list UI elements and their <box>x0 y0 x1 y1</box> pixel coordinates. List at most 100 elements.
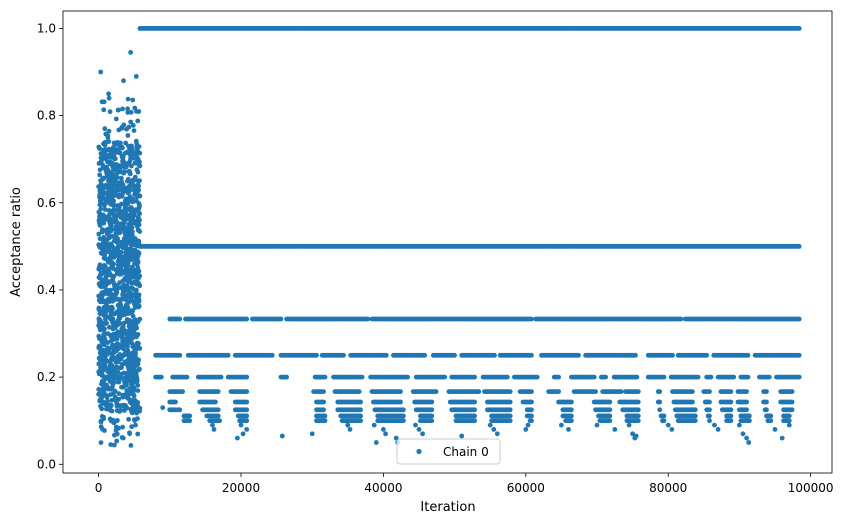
x-tick-label: 100000 <box>788 481 834 495</box>
data-point <box>117 355 123 361</box>
data-point <box>108 316 113 322</box>
data-point <box>128 443 134 448</box>
data-point <box>136 367 142 373</box>
data-point <box>127 386 133 392</box>
data-point <box>103 350 109 356</box>
data-point <box>110 218 116 224</box>
data-point <box>187 413 193 419</box>
data-point <box>635 407 641 413</box>
y-tick-label: 1.0 <box>37 21 56 35</box>
data-point <box>118 163 123 169</box>
data-point <box>112 286 117 291</box>
data-point <box>401 413 406 419</box>
data-point <box>114 348 119 354</box>
data-point <box>704 352 710 358</box>
data-point <box>120 435 126 441</box>
data-point <box>110 209 116 214</box>
data-point <box>126 233 132 238</box>
data-point <box>796 244 802 249</box>
y-tick-label: 0.8 <box>37 109 56 123</box>
data-point <box>137 211 143 217</box>
data-point <box>103 303 109 308</box>
data-point <box>321 389 326 394</box>
data-point <box>106 95 112 101</box>
data-point <box>365 316 371 322</box>
data-point <box>737 422 742 428</box>
data-point <box>97 202 103 208</box>
data-point <box>133 74 139 79</box>
data-point <box>731 374 737 380</box>
data-point <box>125 190 131 196</box>
data-point <box>218 374 224 380</box>
data-point <box>101 99 107 105</box>
data-point <box>115 318 121 323</box>
data-point <box>125 392 131 397</box>
data-point <box>137 283 143 289</box>
data-point <box>177 352 183 358</box>
data-point <box>115 231 120 236</box>
data-point <box>405 374 410 380</box>
data-point <box>472 418 477 424</box>
data-point <box>104 281 110 286</box>
data-point <box>117 298 123 304</box>
data-point <box>322 374 328 380</box>
data-point <box>125 262 130 267</box>
data-point <box>117 260 123 266</box>
data-point <box>96 307 102 312</box>
data-point <box>136 292 142 298</box>
data-point <box>115 418 120 423</box>
data-point <box>371 422 377 428</box>
data-point <box>345 422 351 428</box>
data-point <box>126 159 132 165</box>
data-point <box>728 418 734 424</box>
data-point <box>173 399 178 405</box>
data-point <box>100 163 106 168</box>
data-point <box>225 352 231 358</box>
data-point <box>106 176 112 182</box>
data-point <box>210 422 215 428</box>
data-point <box>314 352 319 358</box>
data-point <box>135 156 141 162</box>
data-point <box>112 234 118 240</box>
data-point <box>728 399 734 405</box>
data-point <box>108 361 114 367</box>
data-point <box>98 403 103 409</box>
data-point <box>96 231 102 237</box>
data-point <box>123 295 128 301</box>
data-point <box>136 204 142 210</box>
data-point <box>130 313 136 319</box>
data-point <box>244 316 250 322</box>
data-point <box>102 314 108 320</box>
data-point <box>117 183 122 188</box>
data-point <box>779 435 785 441</box>
data-point <box>117 192 122 198</box>
data-point <box>657 399 663 405</box>
data-point <box>789 399 795 405</box>
data-point <box>244 389 250 394</box>
data-point <box>134 362 140 368</box>
data-point <box>359 374 365 380</box>
data-point <box>472 374 477 380</box>
data-point <box>690 399 695 405</box>
data-point <box>134 141 140 147</box>
data-point <box>101 107 107 113</box>
data-point <box>126 416 131 422</box>
data-point <box>101 263 107 268</box>
data-point <box>131 292 137 298</box>
data-point <box>744 407 749 413</box>
data-point <box>607 418 613 424</box>
data-point <box>507 413 513 419</box>
data-point <box>123 140 128 146</box>
data-point <box>98 272 103 278</box>
data-point <box>131 330 137 335</box>
data-point <box>492 352 497 358</box>
data-point <box>98 418 104 424</box>
data-point <box>133 240 139 246</box>
data-point <box>108 241 114 247</box>
data-point <box>442 374 448 380</box>
data-point <box>118 209 124 214</box>
legend-marker <box>416 448 422 455</box>
data-point <box>118 186 123 192</box>
data-point <box>124 257 130 263</box>
data-point <box>96 318 102 324</box>
